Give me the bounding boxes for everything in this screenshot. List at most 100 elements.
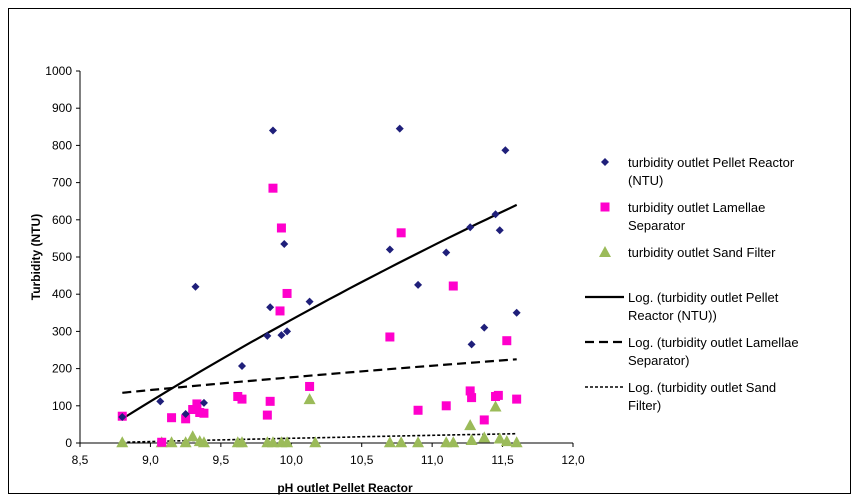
chart-frame	[8, 8, 851, 494]
data-point-triangle	[464, 419, 477, 431]
x-tick-label: 10,0	[280, 453, 304, 467]
data-point-triangle	[197, 436, 210, 448]
legend-label: Log. (turbidity outlet Pellet	[628, 290, 779, 305]
data-point-square	[396, 228, 406, 238]
y-tick-label: 200	[52, 362, 72, 376]
legend: turbidity outlet Pellet Reactor (NTU) turb…	[585, 155, 799, 413]
x-tick-label: 11,5	[491, 453, 514, 467]
y-tick-label: 600	[52, 213, 72, 227]
data-point-square	[167, 413, 177, 423]
data-point-square	[199, 408, 209, 418]
data-point-diamond	[305, 297, 314, 306]
data-point-square	[413, 405, 423, 415]
data-point-square	[237, 394, 247, 404]
data-point-diamond	[512, 308, 521, 317]
trendline-dotted	[122, 432, 517, 444]
legend-label: Separator)	[628, 353, 689, 368]
legend-label: Log. (turbidity outlet Lamellae	[628, 335, 799, 350]
x-tick-label: 10,5	[350, 453, 374, 467]
data-point-square	[441, 401, 451, 411]
data-point-square	[262, 410, 272, 420]
data-point-triangle	[266, 436, 279, 448]
data-point-square	[479, 415, 489, 425]
data-point-diamond	[237, 361, 246, 370]
data-point-diamond	[480, 323, 489, 332]
data-point-triangle	[510, 436, 523, 448]
data-point-diamond	[181, 409, 190, 418]
legend-marker-triangle	[599, 246, 611, 257]
data-point-triangle	[281, 436, 294, 448]
data-point-square	[188, 405, 198, 415]
data-point-diamond	[268, 126, 277, 135]
x-tick-label: 9,5	[213, 453, 230, 467]
data-point-square	[512, 394, 522, 404]
data-point-triangle	[179, 436, 192, 448]
data-point-triangle	[489, 400, 502, 412]
legend-label: (NTU)	[628, 173, 663, 188]
axes: 0 100 200 300 400 500 600 700 800 900 1000 8,5 9,0 9,…	[45, 64, 585, 467]
y-tick-label: 1000	[45, 64, 72, 78]
data-point-square	[282, 288, 292, 298]
data-point-triangle	[465, 434, 478, 446]
data-point-square	[157, 437, 167, 447]
trendline-solid	[121, 203, 518, 420]
legend-label: Reactor (NTU))	[628, 308, 717, 323]
data-point-diamond	[266, 303, 275, 312]
data-point-square	[192, 399, 202, 409]
data-point-triangle	[309, 436, 322, 448]
data-point-diamond	[501, 146, 510, 155]
y-tick-label: 0	[65, 436, 72, 450]
data-point-square	[305, 381, 315, 391]
data-point-square	[448, 281, 458, 291]
x-tick-label: 8,5	[72, 453, 89, 467]
data-point-triangle	[116, 436, 129, 448]
data-point-diamond	[466, 223, 475, 232]
y-tick-label: 100	[52, 399, 72, 413]
data-point-square	[502, 336, 512, 346]
data-point-diamond	[191, 282, 200, 291]
trendline-dashed	[122, 358, 517, 394]
y-axis-label: Turbidity (NTU)	[29, 214, 43, 300]
x-tick-label: 12,0	[561, 453, 585, 467]
data-point-triangle	[186, 430, 199, 442]
data-point-diamond	[385, 245, 394, 254]
data-point-diamond	[118, 412, 127, 421]
data-point-diamond	[414, 280, 423, 289]
data-point-diamond	[280, 239, 289, 248]
data-point-triangle	[303, 393, 316, 405]
data-marks	[116, 124, 523, 448]
y-tick-label: 900	[52, 101, 72, 115]
data-point-triangle	[447, 436, 460, 448]
legend-label: Log. (turbidity outlet Sand	[628, 380, 776, 395]
data-point-triangle	[383, 436, 396, 448]
legend-marker-square	[600, 202, 610, 212]
data-point-square	[465, 386, 475, 396]
data-point-diamond	[442, 248, 451, 257]
y-tick-label: 400	[52, 287, 72, 301]
data-point-diamond	[491, 210, 500, 219]
data-point-square	[265, 396, 275, 406]
data-point-square	[275, 306, 285, 316]
data-point-diamond	[199, 398, 208, 407]
legend-label: turbidity outlet Lamellae	[628, 200, 765, 215]
data-point-triangle	[412, 436, 425, 448]
data-point-square	[276, 223, 286, 233]
y-tick-label: 800	[52, 138, 72, 152]
data-point-triangle	[500, 435, 513, 447]
legend-label: turbidity outlet Pellet Reactor	[628, 155, 795, 170]
data-point-triangle	[165, 436, 178, 448]
y-tick-label: 300	[52, 324, 72, 338]
data-point-diamond	[277, 331, 286, 340]
legend-label: turbidity outlet Sand Filter	[628, 245, 776, 260]
data-point-square	[385, 332, 395, 342]
x-axis-label: pH outlet Pellet Reactor	[277, 481, 413, 495]
data-point-diamond	[395, 124, 404, 133]
legend-marker-diamond	[601, 158, 609, 166]
data-point-triangle	[235, 436, 248, 448]
data-point-diamond	[495, 226, 504, 235]
data-point-diamond	[283, 327, 292, 336]
data-point-square	[467, 393, 477, 403]
data-point-square	[181, 414, 191, 424]
legend-label: Filter)	[628, 398, 661, 413]
data-point-triangle	[478, 431, 491, 443]
